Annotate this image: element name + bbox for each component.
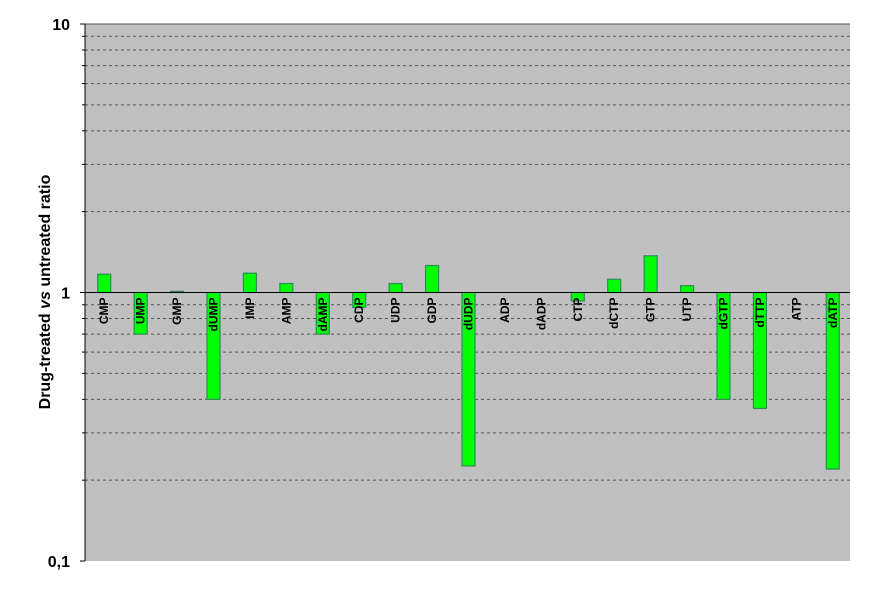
bar (424, 264, 440, 294)
category-label: IMP (243, 298, 257, 319)
category-label: CMP (97, 298, 111, 325)
y-ticks: 10 1 0,1 (48, 17, 85, 571)
category-label: dCTP (607, 298, 621, 329)
y-tick-label: 0,1 (48, 554, 70, 571)
y-tick-label: 10 (52, 17, 70, 34)
category-label: dTTP (753, 298, 767, 328)
y-axis-title-italic: vs (37, 291, 54, 309)
category-label: dADP (534, 298, 548, 331)
bar (97, 273, 112, 294)
y-axis-title: Drug-treated vs untreated ratio (37, 174, 54, 409)
bar (679, 285, 695, 294)
category-label: dUMP (207, 298, 221, 332)
category-label: CDP (352, 298, 366, 323)
y-axis-title-suffix: untreated ratio (37, 174, 54, 291)
bar (388, 282, 403, 294)
category-label: UMP (134, 298, 148, 325)
category-label: dATP (826, 298, 840, 328)
bar (607, 278, 622, 294)
y-tick-label: 1 (61, 286, 70, 303)
category-label: GTP (644, 298, 658, 323)
category-labels: CMP UMP GMP dUMP IMP AMP dAMP CDP UDP GDP dUDP ADP d… (97, 298, 840, 332)
bars (97, 255, 840, 470)
category-label: UTP (680, 298, 694, 322)
category-label: ADP (498, 298, 512, 323)
category-label: AMP (279, 298, 293, 325)
category-label: GDP (425, 298, 439, 324)
bar (279, 282, 294, 294)
y-axis-title-prefix: Drug-treated (37, 309, 54, 409)
category-label: UDP (389, 298, 403, 323)
bar (242, 272, 258, 294)
category-label: dGTP (717, 298, 731, 330)
category-label: GMP (170, 298, 184, 325)
category-label: ATP (789, 298, 803, 321)
category-label: CTP (571, 298, 585, 322)
bar (643, 255, 658, 294)
category-label: dAMP (316, 298, 330, 332)
category-label: dUDP (462, 298, 476, 331)
